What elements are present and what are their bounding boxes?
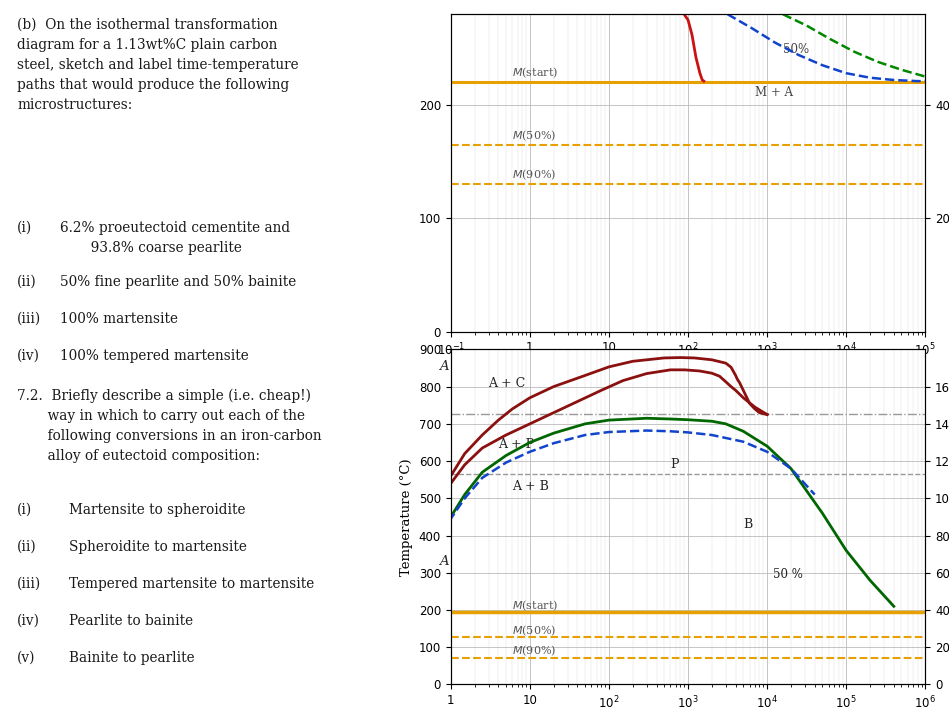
Y-axis label: Temperature (°C): Temperature (°C) bbox=[400, 458, 413, 575]
Text: A: A bbox=[438, 360, 448, 373]
Text: Spheroidite to martensite: Spheroidite to martensite bbox=[69, 540, 247, 554]
Text: (i): (i) bbox=[17, 221, 32, 235]
Text: $M$(start): $M$(start) bbox=[512, 598, 559, 612]
Text: (v): (v) bbox=[17, 651, 36, 665]
Text: 50%: 50% bbox=[783, 43, 809, 56]
Text: (iii): (iii) bbox=[17, 312, 42, 326]
Text: 100% tempered martensite: 100% tempered martensite bbox=[61, 349, 250, 363]
Text: A + B: A + B bbox=[512, 480, 549, 493]
Text: (b)  On the isothermal transformation
diagram for a 1.13wt%C plain carbon
steel,: (b) On the isothermal transformation dia… bbox=[17, 18, 299, 112]
Text: (iv): (iv) bbox=[17, 614, 40, 628]
Text: 7.2.  Briefly describe a simple (i.e. cheap!)
       way in which to carry out e: 7.2. Briefly describe a simple (i.e. che… bbox=[17, 389, 322, 463]
Text: A + C: A + C bbox=[489, 376, 526, 389]
Text: (iv): (iv) bbox=[17, 349, 40, 363]
Text: Pearlite to bainite: Pearlite to bainite bbox=[69, 614, 194, 628]
Text: 50% fine pearlite and 50% bainite: 50% fine pearlite and 50% bainite bbox=[61, 275, 297, 289]
Text: 100% martensite: 100% martensite bbox=[61, 312, 178, 326]
Text: 50 %: 50 % bbox=[773, 568, 803, 581]
Text: (i): (i) bbox=[17, 503, 32, 517]
Text: (ii): (ii) bbox=[17, 540, 37, 554]
Text: A: A bbox=[438, 555, 448, 568]
Text: A + P: A + P bbox=[498, 438, 534, 451]
X-axis label: Time (s): Time (s) bbox=[662, 364, 714, 376]
Text: $M$(90%): $M$(90%) bbox=[512, 644, 557, 658]
Text: B: B bbox=[743, 518, 753, 531]
Text: $M$(90%): $M$(90%) bbox=[512, 168, 557, 183]
Text: $M$(start): $M$(start) bbox=[512, 66, 559, 81]
Text: $M$(50%): $M$(50%) bbox=[512, 128, 557, 143]
Text: (iii): (iii) bbox=[17, 577, 42, 591]
Text: $M$(50%): $M$(50%) bbox=[512, 623, 557, 637]
Text: Bainite to pearlite: Bainite to pearlite bbox=[69, 651, 195, 665]
Text: Tempered martensite to martensite: Tempered martensite to martensite bbox=[69, 577, 314, 591]
Text: 6.2% proeutectoid cementite and
       93.8% coarse pearlite: 6.2% proeutectoid cementite and 93.8% co… bbox=[61, 221, 290, 255]
Text: (ii): (ii) bbox=[17, 275, 37, 289]
Text: Martensite to spheroidite: Martensite to spheroidite bbox=[69, 503, 246, 517]
Text: M + A: M + A bbox=[754, 86, 792, 99]
Text: P: P bbox=[671, 458, 679, 471]
